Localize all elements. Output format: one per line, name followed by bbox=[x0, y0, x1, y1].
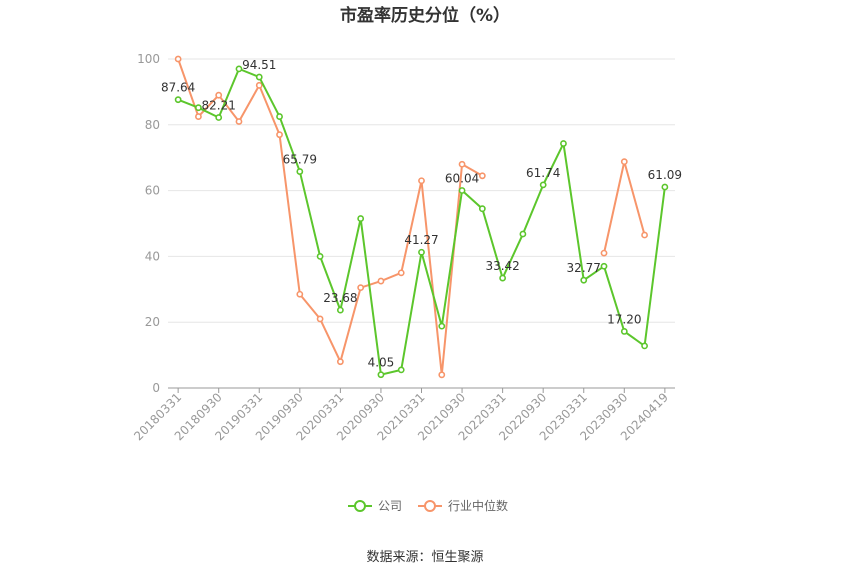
y-tick-label: 40 bbox=[145, 249, 160, 263]
y-axis: 0 20 40 60 80 100 bbox=[137, 52, 160, 395]
data-label: 4.05 bbox=[368, 356, 395, 370]
data-point bbox=[377, 277, 385, 285]
data-point bbox=[296, 290, 304, 298]
data-label: 32.77 bbox=[567, 261, 601, 275]
data-point bbox=[519, 230, 527, 238]
legend-item-company[interactable]: 公司 bbox=[348, 499, 402, 513]
y-tick-label: 80 bbox=[145, 118, 160, 132]
data-label: 41.27 bbox=[404, 233, 438, 247]
data-point bbox=[478, 205, 486, 213]
data-point bbox=[215, 91, 223, 99]
data-point bbox=[478, 172, 486, 180]
data-point bbox=[418, 177, 425, 185]
data-point bbox=[255, 73, 263, 81]
data-point bbox=[357, 284, 365, 292]
data-source: 数据来源：恒生聚源 bbox=[366, 550, 483, 565]
data-point bbox=[296, 168, 304, 175]
data-label: 94.51 bbox=[242, 58, 276, 72]
data-point bbox=[235, 65, 243, 73]
series-company bbox=[174, 65, 669, 379]
data-point bbox=[600, 249, 608, 257]
data-point bbox=[641, 231, 648, 239]
data-point bbox=[499, 274, 507, 282]
data-point bbox=[215, 114, 223, 121]
legend-label: 公司 bbox=[378, 499, 402, 513]
data-label: 61.09 bbox=[648, 168, 682, 182]
data-point bbox=[316, 315, 324, 323]
data-label: 61.74 bbox=[526, 166, 560, 180]
data-point bbox=[397, 269, 405, 277]
data-point bbox=[661, 183, 669, 191]
data-point bbox=[195, 104, 202, 112]
x-axis: 2018033120180930201903312019093020200331… bbox=[131, 387, 675, 443]
y-tick-label: 60 bbox=[145, 184, 160, 198]
legend-label: 行业中位数 bbox=[448, 498, 508, 513]
legend-marker-icon bbox=[424, 500, 436, 512]
data-point bbox=[276, 131, 283, 139]
data-point bbox=[620, 158, 628, 166]
y-tick-label: 100 bbox=[137, 52, 160, 66]
chart-title: 市盈率历史分位（%） bbox=[340, 5, 510, 26]
data-point bbox=[438, 322, 446, 330]
data-point bbox=[458, 187, 466, 194]
data-point bbox=[174, 96, 182, 104]
data-point bbox=[539, 181, 547, 189]
data-point bbox=[580, 276, 588, 284]
data-point bbox=[418, 248, 425, 256]
data-point bbox=[336, 358, 344, 366]
data-point bbox=[438, 371, 446, 379]
series-line bbox=[603, 160, 646, 254]
data-point bbox=[397, 366, 405, 374]
data-point bbox=[641, 342, 648, 350]
data-point bbox=[560, 140, 567, 147]
series-group bbox=[174, 55, 669, 379]
legend-marker-icon bbox=[354, 500, 366, 512]
data-point bbox=[276, 113, 283, 120]
data-point bbox=[357, 215, 365, 222]
data-point bbox=[458, 160, 466, 168]
data-label: 82.21 bbox=[202, 99, 236, 113]
data-point bbox=[174, 55, 182, 63]
gridlines bbox=[168, 58, 675, 323]
data-point bbox=[620, 328, 628, 335]
y-tick-label: 20 bbox=[145, 315, 160, 329]
series-line bbox=[177, 67, 666, 376]
legend[interactable]: 公司 行业中位数 bbox=[348, 498, 508, 513]
series-line bbox=[177, 58, 483, 376]
data-label: 87.64 bbox=[161, 81, 195, 95]
data-label: 60.04 bbox=[445, 171, 479, 185]
y-tick-label: 0 bbox=[152, 381, 160, 395]
data-label: 65.79 bbox=[283, 153, 317, 167]
data-point bbox=[600, 262, 608, 270]
data-labels: 87.64 82.21 94.51 65.79 23.68 4.05 41.27 60.04 3… bbox=[161, 58, 682, 370]
data-point bbox=[235, 118, 243, 125]
data-point bbox=[377, 371, 385, 379]
data-label: 33.42 bbox=[485, 259, 519, 273]
data-point bbox=[336, 306, 344, 314]
series-industry-median bbox=[174, 55, 648, 379]
data-point bbox=[195, 113, 202, 120]
legend-item-industry-median[interactable]: 行业中位数 bbox=[418, 498, 508, 513]
data-point bbox=[255, 81, 263, 89]
data-label: 23.68 bbox=[323, 291, 357, 305]
data-label: 17.20 bbox=[607, 312, 641, 326]
data-point bbox=[316, 252, 324, 260]
